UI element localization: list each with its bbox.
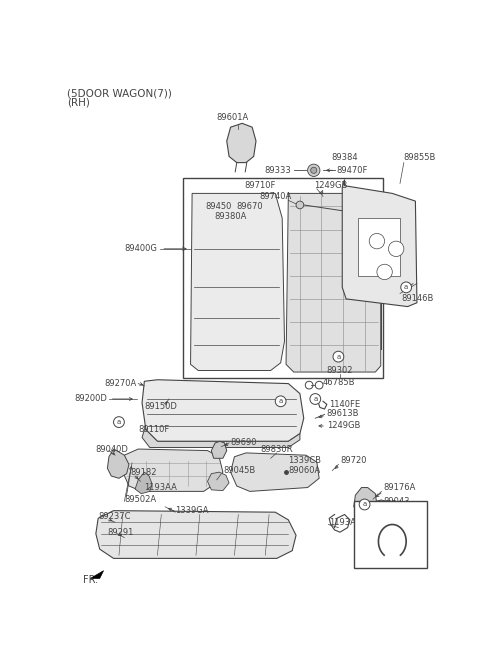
Text: 1193AA: 1193AA xyxy=(329,518,362,527)
Circle shape xyxy=(377,264,392,279)
Polygon shape xyxy=(373,500,391,517)
Polygon shape xyxy=(123,449,223,491)
Text: 89270A: 89270A xyxy=(105,379,137,388)
Text: 89690: 89690 xyxy=(230,438,257,448)
Circle shape xyxy=(315,381,323,389)
Circle shape xyxy=(388,241,404,257)
Text: 89855B: 89855B xyxy=(404,154,436,162)
Text: 89400G: 89400G xyxy=(125,244,157,254)
Text: 1193AA: 1193AA xyxy=(144,483,177,492)
Text: 89333: 89333 xyxy=(264,166,291,175)
Bar xyxy=(354,500,427,569)
Text: 89043: 89043 xyxy=(383,497,409,506)
Circle shape xyxy=(401,282,411,293)
Text: 00824: 00824 xyxy=(377,500,403,509)
Circle shape xyxy=(114,416,124,428)
Text: (5DOOR WAGON(7)): (5DOOR WAGON(7)) xyxy=(67,88,172,98)
Bar xyxy=(358,218,400,276)
Text: 89045B: 89045B xyxy=(223,466,255,475)
Text: a: a xyxy=(313,396,317,402)
Text: 89450: 89450 xyxy=(206,202,232,211)
Polygon shape xyxy=(286,193,381,372)
Polygon shape xyxy=(142,380,304,442)
Text: 89110F: 89110F xyxy=(138,425,169,434)
Text: 89670: 89670 xyxy=(237,202,263,211)
Text: a: a xyxy=(404,285,408,291)
Text: a: a xyxy=(336,354,340,359)
Text: 89710F: 89710F xyxy=(244,181,276,190)
Text: 1339GA: 1339GA xyxy=(175,506,209,515)
Polygon shape xyxy=(135,472,152,494)
Text: 89302: 89302 xyxy=(327,366,353,375)
Bar xyxy=(183,178,383,378)
Text: 89830R: 89830R xyxy=(261,445,293,453)
Circle shape xyxy=(369,234,384,249)
Text: 1140FE: 1140FE xyxy=(329,400,360,409)
Text: 1249GB: 1249GB xyxy=(327,422,360,430)
Circle shape xyxy=(310,394,321,404)
Text: 89060A: 89060A xyxy=(288,466,321,475)
Polygon shape xyxy=(90,571,104,579)
Polygon shape xyxy=(96,510,296,558)
Polygon shape xyxy=(142,430,300,448)
Circle shape xyxy=(311,167,317,173)
Text: 89380A: 89380A xyxy=(215,212,247,221)
Polygon shape xyxy=(342,179,417,307)
Polygon shape xyxy=(191,193,285,371)
Circle shape xyxy=(308,164,320,177)
Text: 89040D: 89040D xyxy=(96,445,129,453)
Text: 89384: 89384 xyxy=(331,154,358,162)
Polygon shape xyxy=(108,449,129,479)
Text: (RH): (RH) xyxy=(67,97,90,107)
Text: 89182: 89182 xyxy=(131,467,157,477)
Circle shape xyxy=(296,201,304,209)
Text: 46785B: 46785B xyxy=(323,378,356,387)
Circle shape xyxy=(333,352,344,362)
Text: a: a xyxy=(278,399,283,404)
Text: 1249GB: 1249GB xyxy=(314,181,347,190)
Polygon shape xyxy=(230,453,319,491)
Text: 89740A: 89740A xyxy=(259,192,291,201)
Polygon shape xyxy=(354,487,377,513)
Text: FR.: FR. xyxy=(83,575,98,585)
Text: 1339CB: 1339CB xyxy=(288,456,321,465)
Text: 89502A: 89502A xyxy=(124,495,156,504)
Circle shape xyxy=(275,396,286,406)
Text: 89601A: 89601A xyxy=(216,113,248,122)
Text: 89720: 89720 xyxy=(340,456,366,465)
Text: 89291: 89291 xyxy=(108,528,134,537)
Text: 89146B: 89146B xyxy=(402,295,434,303)
Text: 89200D: 89200D xyxy=(74,395,108,404)
Text: 89332A: 89332A xyxy=(384,533,417,542)
Text: a: a xyxy=(117,419,121,425)
Text: 89150D: 89150D xyxy=(144,402,177,411)
Text: 89237C: 89237C xyxy=(98,512,131,521)
Circle shape xyxy=(359,499,370,510)
Text: 89176A: 89176A xyxy=(383,483,415,492)
Polygon shape xyxy=(207,472,229,491)
Polygon shape xyxy=(227,123,256,163)
Text: 89613B: 89613B xyxy=(327,409,360,418)
Polygon shape xyxy=(211,442,227,458)
Text: 89470F: 89470F xyxy=(337,166,368,175)
Text: a: a xyxy=(362,502,367,508)
